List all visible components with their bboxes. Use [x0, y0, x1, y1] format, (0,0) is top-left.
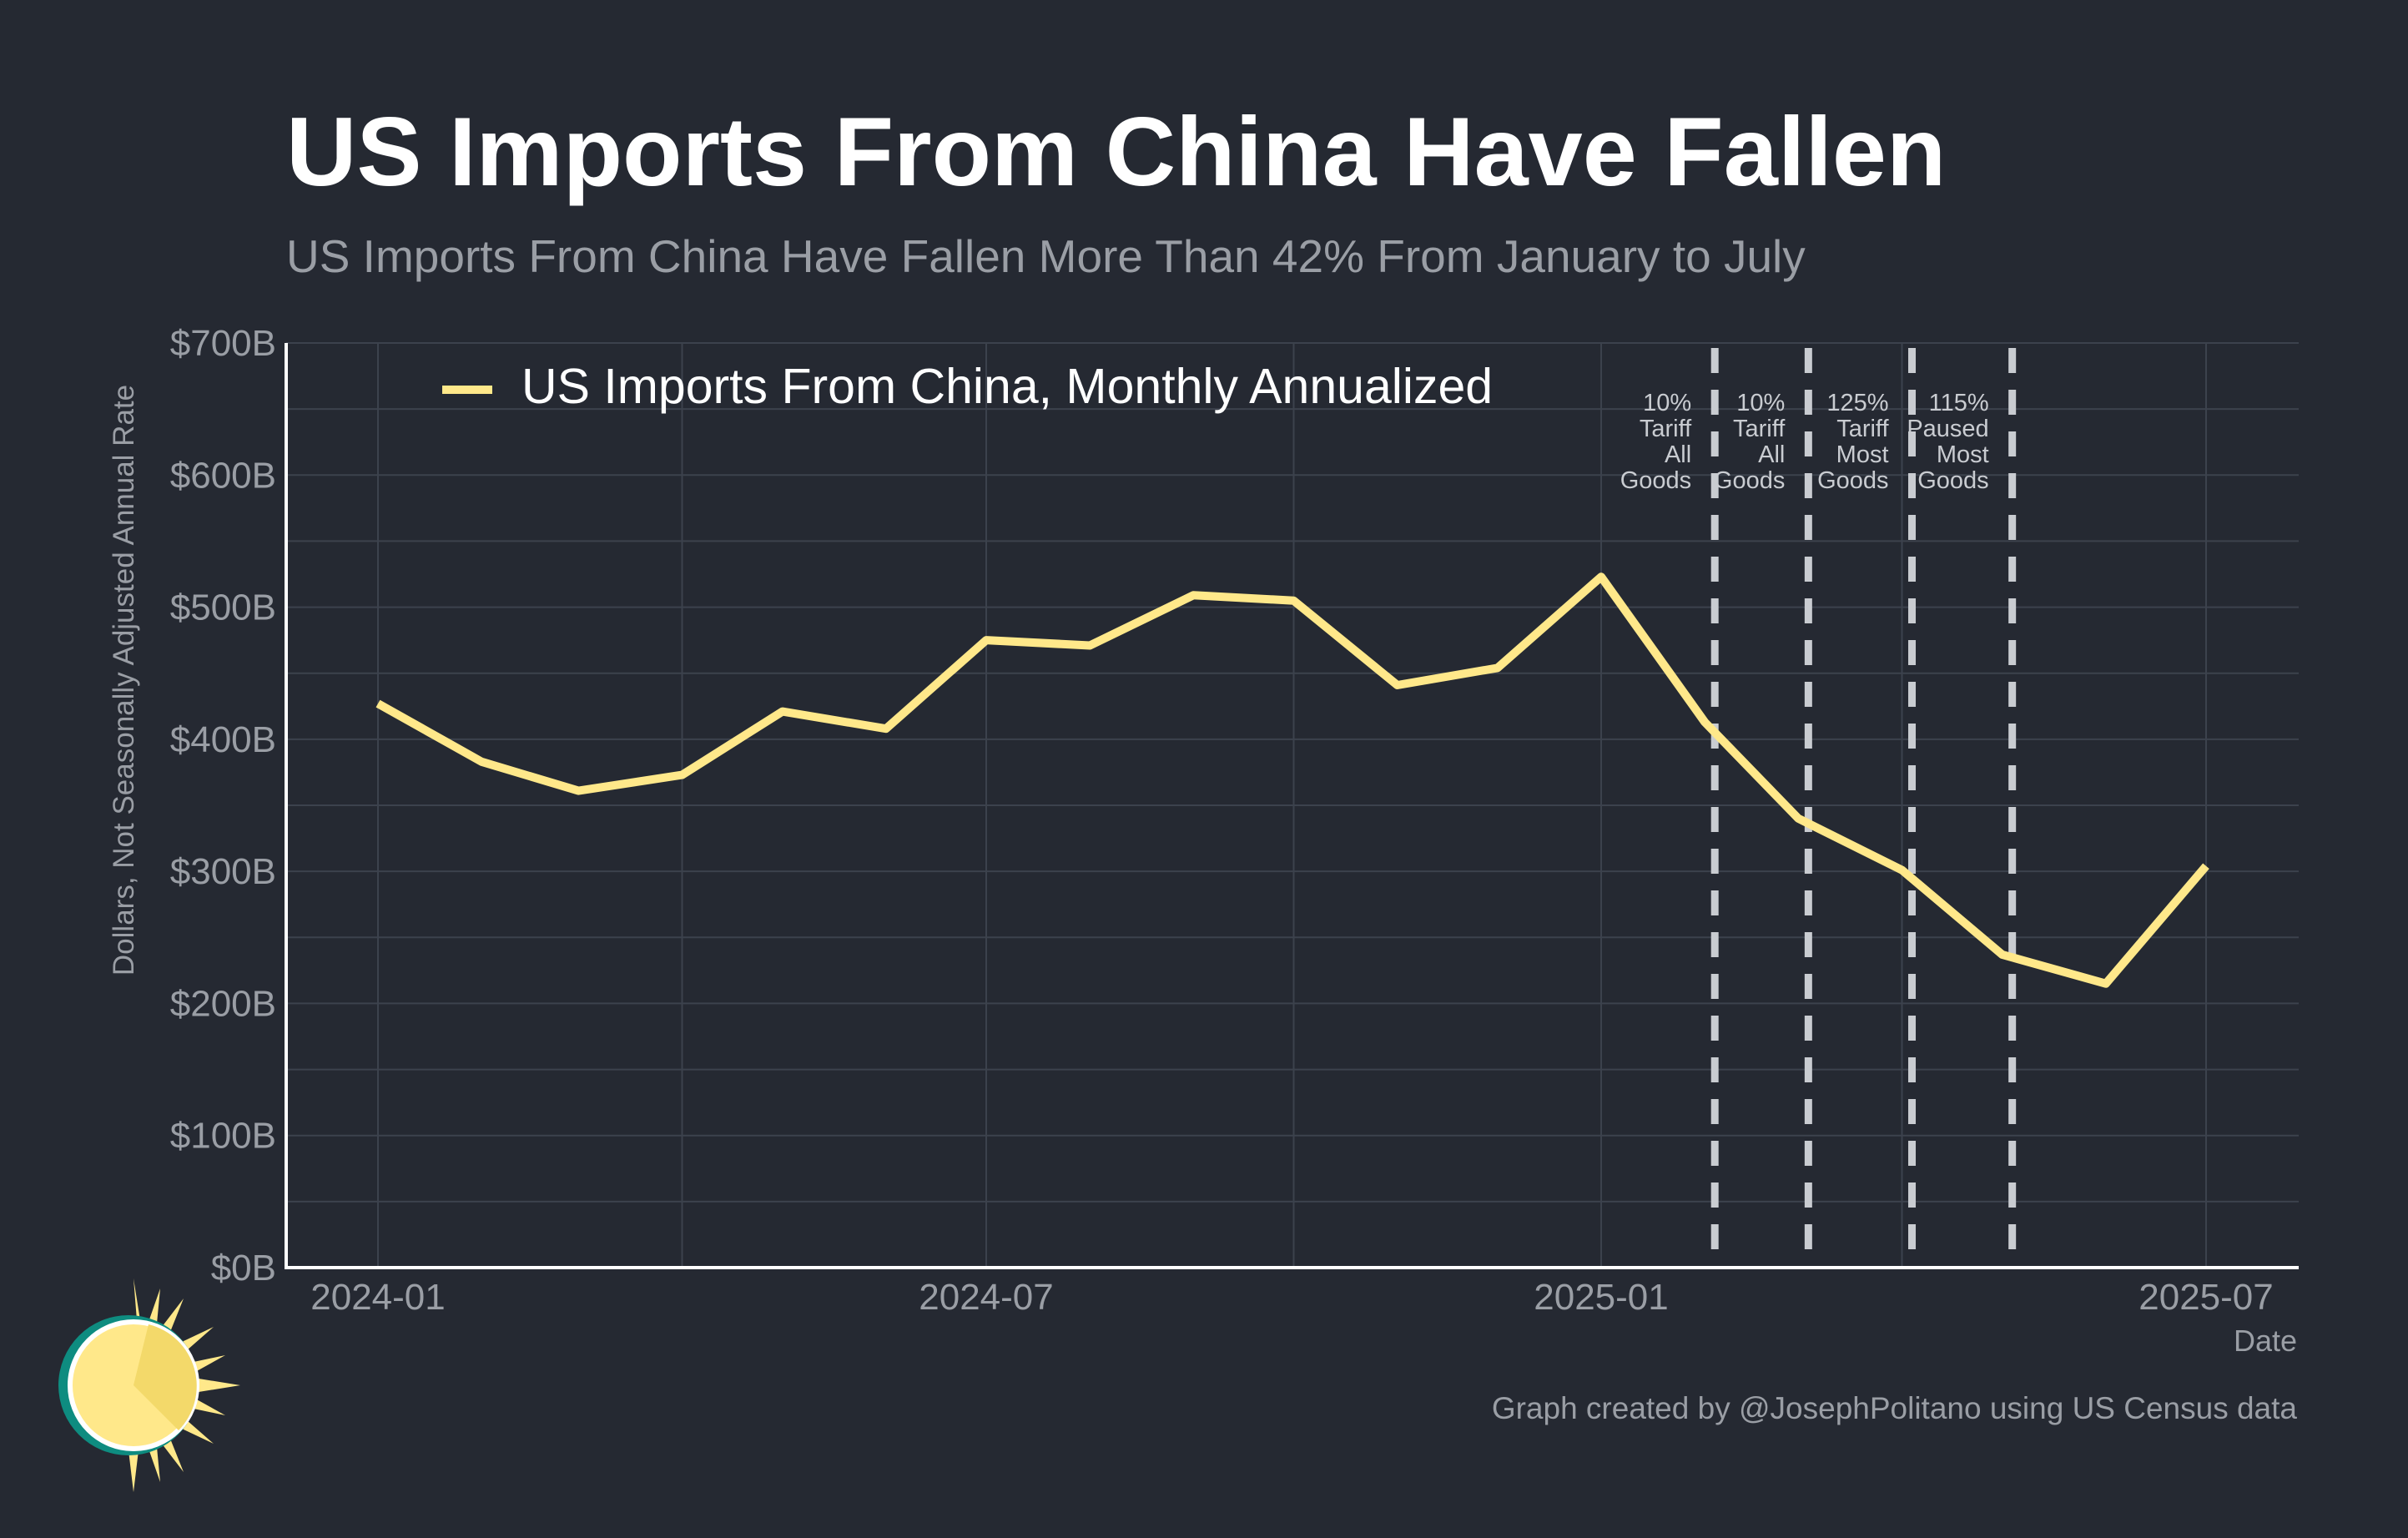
tariff-annotation-label: All: [1665, 441, 1691, 468]
tariff-annotation-label: 10%: [1643, 390, 1691, 416]
sun-logo-icon: [58, 1278, 240, 1492]
tariff-annotation-label: Tariff: [1836, 416, 1889, 442]
y-tick-label: $600B: [170, 455, 276, 496]
x-tick-label: 2024-07: [919, 1277, 1053, 1318]
x-axis-label: Date: [2234, 1324, 2297, 1358]
x-tick-labels: 2024-01 2024-07 2025-01 2025-07: [310, 1277, 2273, 1318]
x-tick-label: 2025-07: [2138, 1277, 2273, 1318]
tariff-annotation-label: 115%: [1929, 390, 1989, 416]
y-tick-label: $0B: [211, 1248, 276, 1288]
grid: [286, 342, 2299, 1268]
tariff-annotation-label: Most: [1836, 441, 1889, 468]
y-tick-label: $200B: [170, 983, 276, 1024]
y-tick-label: $500B: [170, 587, 276, 628]
chart-title: US Imports From China Have Fallen: [286, 97, 1946, 206]
credit-text: Graph created by @JosephPolitano using U…: [1492, 1391, 2298, 1425]
y-tick-label: $300B: [170, 851, 276, 892]
series-line: [375, 572, 2209, 988]
y-axis-label: Dollars, Not Seasonally Adjusted Annual …: [108, 385, 140, 976]
tariff-annotation-label: Most: [1937, 441, 1989, 468]
tariff-annotation-label: Tariff: [1733, 416, 1786, 442]
axes: [285, 343, 2299, 1269]
chart-subtitle: US Imports From China Have Fallen More T…: [286, 230, 1806, 282]
tariff-annotation-label: All: [1758, 441, 1785, 468]
tariff-annotation-label: 10%: [1736, 390, 1785, 416]
tariff-annotation-label: Goods: [1714, 467, 1785, 494]
legend-label: US Imports From China, Monthly Annualize…: [521, 359, 1493, 414]
tariff-annotation-label: Goods: [1817, 467, 1888, 494]
tariff-annotation-label: Paused: [1907, 416, 1988, 442]
y-tick-labels: $0B $100B $200B $300B $400B $500B $600B $700B: [170, 323, 276, 1288]
tariff-annotation-label: Goods: [1620, 467, 1691, 494]
y-tick-label: $400B: [170, 719, 276, 760]
legend: US Imports From China, Monthly Annualize…: [442, 359, 1493, 414]
tariff-annotation-label: Goods: [1917, 467, 1988, 494]
tariff-annotations: 10%TariffAllGoods10%TariffAllGoods125%Ta…: [1620, 348, 2017, 1266]
x-tick-label: 2025-01: [1534, 1277, 1668, 1318]
y-tick-label: $100B: [170, 1116, 276, 1157]
x-tick-label: 2024-01: [310, 1277, 445, 1318]
series-lines: [375, 572, 2209, 988]
tariff-annotation-label: 125%: [1826, 390, 1888, 416]
y-tick-label: $700B: [170, 323, 276, 364]
tariff-annotation-label: Tariff: [1640, 416, 1692, 442]
